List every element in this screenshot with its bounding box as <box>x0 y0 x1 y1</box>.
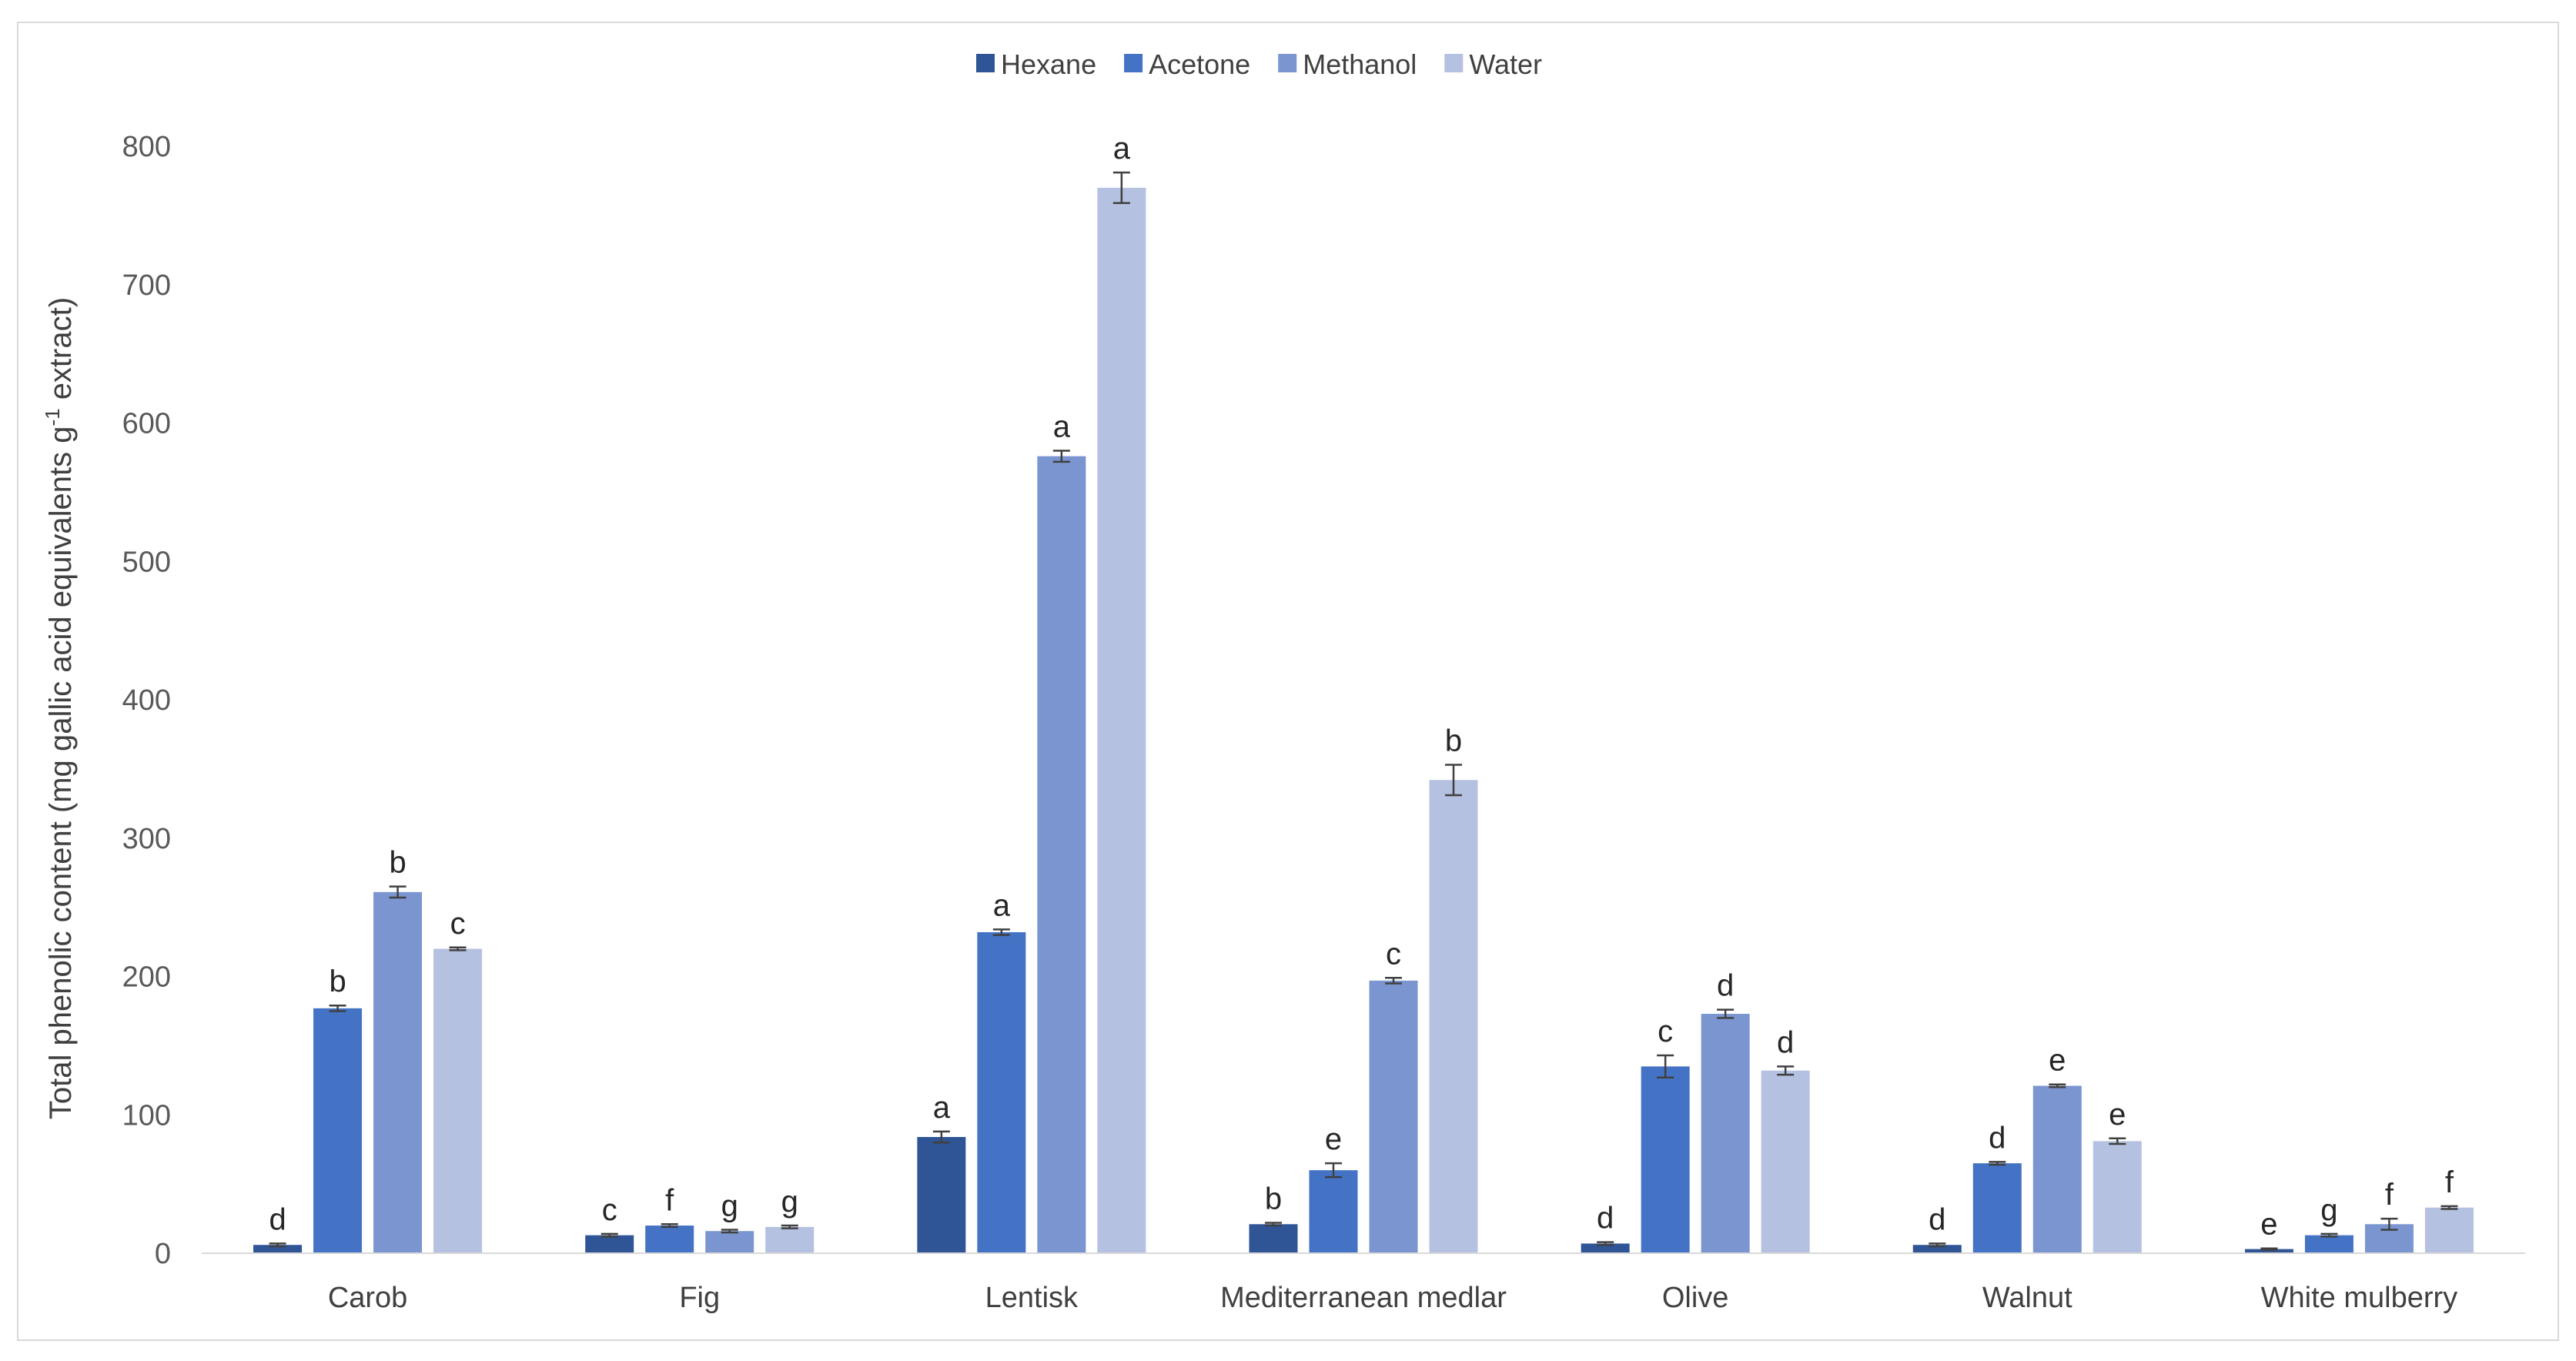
x-tick-label: White mulberry <box>2261 1282 2458 1314</box>
significance-letter: e <box>2260 1208 2277 1242</box>
significance-letter: b <box>1445 724 1462 757</box>
y-axis-label-suffix: extract) <box>44 297 78 408</box>
significance-letter: f <box>665 1183 674 1217</box>
x-tick-label: Carob <box>328 1282 408 1314</box>
x-axis: Carob Fig Lentisk Mediterranean medlar Olive… <box>202 1252 2525 1314</box>
legend-swatch <box>1444 54 1464 72</box>
bar <box>2032 1085 2082 1253</box>
significance-letter: c <box>450 907 466 941</box>
x-tick-label: Olive <box>1662 1282 1729 1314</box>
bar <box>2424 1207 2474 1253</box>
significance-letter: b <box>1265 1182 1282 1216</box>
bar <box>1309 1170 1358 1253</box>
bar <box>917 1137 966 1253</box>
significance-letter: c <box>1386 937 1401 971</box>
bar <box>2304 1235 2354 1253</box>
significance-letter: c <box>602 1193 617 1227</box>
significance-letter: d <box>1989 1121 2006 1155</box>
bar <box>1037 456 1086 1253</box>
significance-letter: a <box>1053 410 1071 443</box>
x-tick-label: Walnut <box>1982 1282 2073 1314</box>
significance-letter: e <box>2049 1044 2066 1078</box>
significance-letter: a <box>933 1091 951 1125</box>
significance-letter: b <box>329 965 346 998</box>
y-tick-label: 0 <box>155 1238 171 1270</box>
bar <box>1369 980 1418 1253</box>
y-axis-label-superscript: -1 <box>41 408 64 426</box>
bar <box>1249 1224 1298 1253</box>
legend-swatch <box>1124 54 1143 72</box>
bar <box>585 1235 634 1253</box>
bar <box>1972 1163 2022 1253</box>
x-tick-label: Mediterranean medlar <box>1220 1282 1507 1314</box>
significance-letter: f <box>2445 1165 2454 1199</box>
legend-label: Acetone <box>1149 48 1250 80</box>
legend: Hexane Acetone Methanol Water <box>976 48 1542 80</box>
y-tick-label: 100 <box>122 1099 171 1132</box>
significance-letter: a <box>1113 132 1131 166</box>
bar <box>373 891 423 1253</box>
significance-letter: b <box>389 846 406 880</box>
x-tick-label: Lentisk <box>985 1282 1079 1314</box>
significance-letter: e <box>2109 1098 2126 1132</box>
y-axis-label-main: Total phenolic content (mg gallic acid e… <box>44 426 78 1120</box>
bar <box>1581 1243 1630 1253</box>
legend-swatch <box>1278 54 1297 72</box>
bar <box>253 1245 303 1253</box>
significance-letter: g <box>721 1189 738 1222</box>
bar <box>313 1008 363 1253</box>
bar <box>433 948 483 1253</box>
bar <box>1097 187 1146 1253</box>
significance-letter: a <box>993 888 1011 922</box>
y-tick-label: 600 <box>122 408 171 440</box>
y-axis: 0 100 200 300 400 500 600 700 800 <box>122 131 171 1270</box>
significance-letter: d <box>1597 1202 1614 1236</box>
y-tick-label: 700 <box>122 269 171 302</box>
bar <box>705 1231 754 1253</box>
significance-letter: g <box>2320 1193 2337 1227</box>
x-tick-label: Fig <box>679 1282 720 1314</box>
bar <box>1429 780 1478 1253</box>
bar <box>1761 1070 1810 1253</box>
significance-letter: d <box>1717 969 1734 1003</box>
y-tick-label: 800 <box>122 131 171 163</box>
y-tick-label: 400 <box>122 684 171 717</box>
y-tick-label: 300 <box>122 823 171 855</box>
bar <box>645 1226 694 1253</box>
legend-label: Water <box>1469 48 1542 80</box>
significance-letter: e <box>1325 1122 1342 1156</box>
legend-label: Hexane <box>1001 48 1096 80</box>
significance-letter: d <box>1777 1025 1794 1059</box>
y-axis-label: Total phenolic content (mg gallic acid e… <box>41 297 78 1119</box>
y-tick-label: 200 <box>122 961 171 994</box>
y-tick-label: 500 <box>122 546 171 578</box>
significance-letter: g <box>781 1185 798 1219</box>
bar <box>1912 1245 1962 1253</box>
significance-letter: c <box>1658 1015 1673 1048</box>
legend-label: Methanol <box>1303 48 1417 80</box>
significance-letter: d <box>269 1202 286 1236</box>
bar <box>977 931 1026 1253</box>
significance-letter: f <box>2385 1178 2394 1212</box>
significance-letter: d <box>1929 1202 1945 1236</box>
bar <box>1641 1066 1690 1253</box>
plot-area: d b b c c f g g a a a a b e c b d c d d d d e e e g f f <box>253 132 2474 1253</box>
bar <box>1701 1014 1750 1253</box>
bar <box>765 1226 815 1253</box>
legend-swatch <box>976 54 995 72</box>
bar <box>2244 1249 2293 1253</box>
bar <box>2093 1141 2142 1253</box>
